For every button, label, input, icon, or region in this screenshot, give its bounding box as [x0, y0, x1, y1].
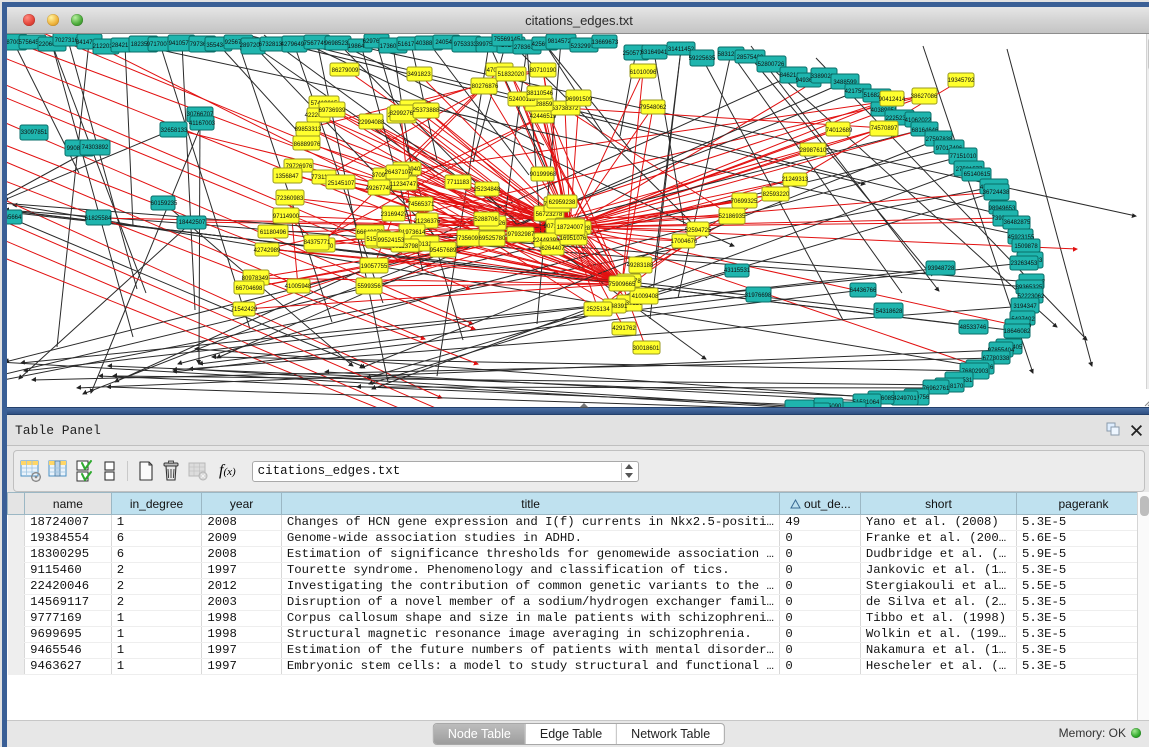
svg-text:80276876: 80276876 — [472, 84, 499, 90]
svg-text:25145107: 25145107 — [328, 181, 355, 187]
svg-text:33097851: 33097851 — [21, 130, 48, 136]
svg-text:90412414: 90412414 — [879, 97, 906, 103]
svg-text:17465664: 17465664 — [7, 215, 22, 221]
svg-text:11234747: 11234747 — [390, 182, 417, 188]
svg-text:61180496: 61180496 — [260, 230, 287, 236]
svg-text:7711183: 7711183 — [447, 180, 470, 186]
svg-text:5288706: 5288706 — [474, 217, 498, 223]
svg-text:4291762: 4291762 — [612, 326, 636, 332]
svg-text:48533746: 48533746 — [960, 325, 987, 331]
svg-text:86279009: 86279009 — [332, 68, 359, 74]
svg-text:28987610: 28987610 — [800, 148, 827, 154]
svg-text:17004676: 17004676 — [671, 239, 698, 245]
svg-text:13669673: 13669673 — [592, 40, 619, 46]
svg-text:25234848: 25234848 — [474, 187, 501, 193]
svg-text:25373888: 25373888 — [413, 108, 440, 114]
svg-text:93948728: 93948728 — [928, 266, 955, 272]
svg-text:95457689: 95457689 — [430, 248, 457, 254]
svg-text:82593220: 82593220 — [763, 192, 790, 198]
svg-text:21249313: 21249313 — [782, 177, 809, 183]
svg-text:61825584: 61825584 — [85, 216, 112, 222]
svg-text:19345792: 19345792 — [948, 78, 975, 84]
svg-text:74012689: 74012689 — [826, 128, 853, 134]
svg-text:49283188: 49283188 — [627, 263, 654, 269]
svg-text:38110546: 38110546 — [527, 91, 554, 97]
svg-text:99524153: 99524153 — [378, 238, 405, 244]
svg-text:53738372: 53738372 — [552, 106, 579, 112]
svg-text:72360983: 72360983 — [277, 196, 304, 202]
svg-text:6264407: 6264407 — [541, 246, 565, 252]
svg-text:75909665: 75909665 — [609, 282, 636, 288]
svg-text:62959238: 62959238 — [549, 200, 576, 206]
svg-text:18442507: 18442507 — [179, 220, 206, 226]
svg-text:19057755: 19057755 — [361, 264, 388, 270]
svg-text:1356847: 1356847 — [275, 174, 299, 180]
svg-text:66704698: 66704698 — [236, 286, 263, 292]
svg-text:3194347: 3194347 — [1013, 304, 1037, 310]
svg-text:16951076: 16951076 — [560, 236, 587, 242]
svg-text:22994088: 22994088 — [358, 120, 385, 126]
svg-text:41167003: 41167003 — [189, 121, 216, 127]
svg-text:31976698: 31976698 — [745, 293, 772, 299]
svg-text:5599356: 5599356 — [357, 284, 381, 290]
svg-text:41005948: 41005948 — [285, 284, 312, 290]
svg-text:18646082: 18646082 — [1004, 329, 1031, 335]
svg-text:4249701: 4249701 — [893, 396, 917, 402]
svg-text:96991509: 96991509 — [566, 97, 593, 103]
svg-text:65140615: 65140615 — [964, 172, 991, 178]
svg-text:38627086: 38627086 — [911, 94, 938, 100]
svg-text:69525780: 69525780 — [479, 236, 506, 242]
svg-text:86889976: 86889976 — [294, 142, 321, 148]
svg-text:60159235: 60159235 — [151, 201, 178, 207]
svg-text:70699325: 70699325 — [731, 199, 758, 205]
svg-text:74303892: 74303892 — [82, 145, 109, 151]
svg-text:30018601: 30018601 — [633, 346, 660, 352]
svg-text:49267749: 49267749 — [366, 186, 393, 192]
svg-text:2525134: 2525134 — [586, 307, 610, 313]
svg-text:89853313: 89853313 — [295, 127, 322, 133]
svg-text:1509878: 1509878 — [1014, 244, 1038, 250]
svg-text:3491823: 3491823 — [407, 72, 431, 78]
svg-text:52186935: 52186935 — [719, 214, 746, 220]
svg-text:18724007: 18724007 — [557, 225, 584, 231]
svg-text:36724438: 36724438 — [983, 190, 1010, 196]
svg-text:74565371: 74565371 — [408, 202, 435, 208]
svg-text:32658133: 32658133 — [161, 128, 188, 134]
svg-text:79548062: 79548062 — [640, 105, 667, 111]
svg-text:41009408: 41009408 — [632, 294, 659, 300]
svg-text:77151010: 77151010 — [950, 154, 977, 160]
svg-text:97114900: 97114900 — [273, 214, 300, 220]
svg-text:63164941: 63164941 — [641, 50, 668, 56]
svg-text:54318628: 54318628 — [876, 309, 903, 315]
svg-text:74570897: 74570897 — [871, 126, 898, 132]
svg-text:71542429: 71542429 — [231, 307, 258, 313]
svg-text:84375771: 84375771 — [304, 240, 331, 246]
svg-text:61010096: 61010096 — [630, 70, 657, 76]
svg-text:26437107: 26437107 — [385, 170, 412, 176]
svg-text:69736939: 69736939 — [319, 108, 346, 114]
svg-text:56723278: 56723278 — [536, 212, 563, 218]
svg-text:51832020: 51832020 — [498, 72, 525, 78]
svg-text:97932987: 97932987 — [508, 232, 535, 238]
svg-text:59225635: 59225635 — [689, 56, 716, 62]
svg-text:80710190: 80710190 — [530, 68, 557, 74]
svg-text:36482875: 36482875 — [1004, 220, 1031, 226]
svg-text:23169427: 23169427 — [381, 212, 408, 218]
svg-text:52594725: 52594725 — [685, 228, 712, 234]
svg-text:90199968: 90199968 — [530, 172, 557, 178]
svg-text:42742989: 42742989 — [254, 248, 281, 254]
svg-text:23263453: 23263453 — [1011, 261, 1038, 267]
svg-text:43115531: 43115531 — [724, 268, 751, 274]
svg-text:64436766: 64436766 — [850, 288, 877, 294]
